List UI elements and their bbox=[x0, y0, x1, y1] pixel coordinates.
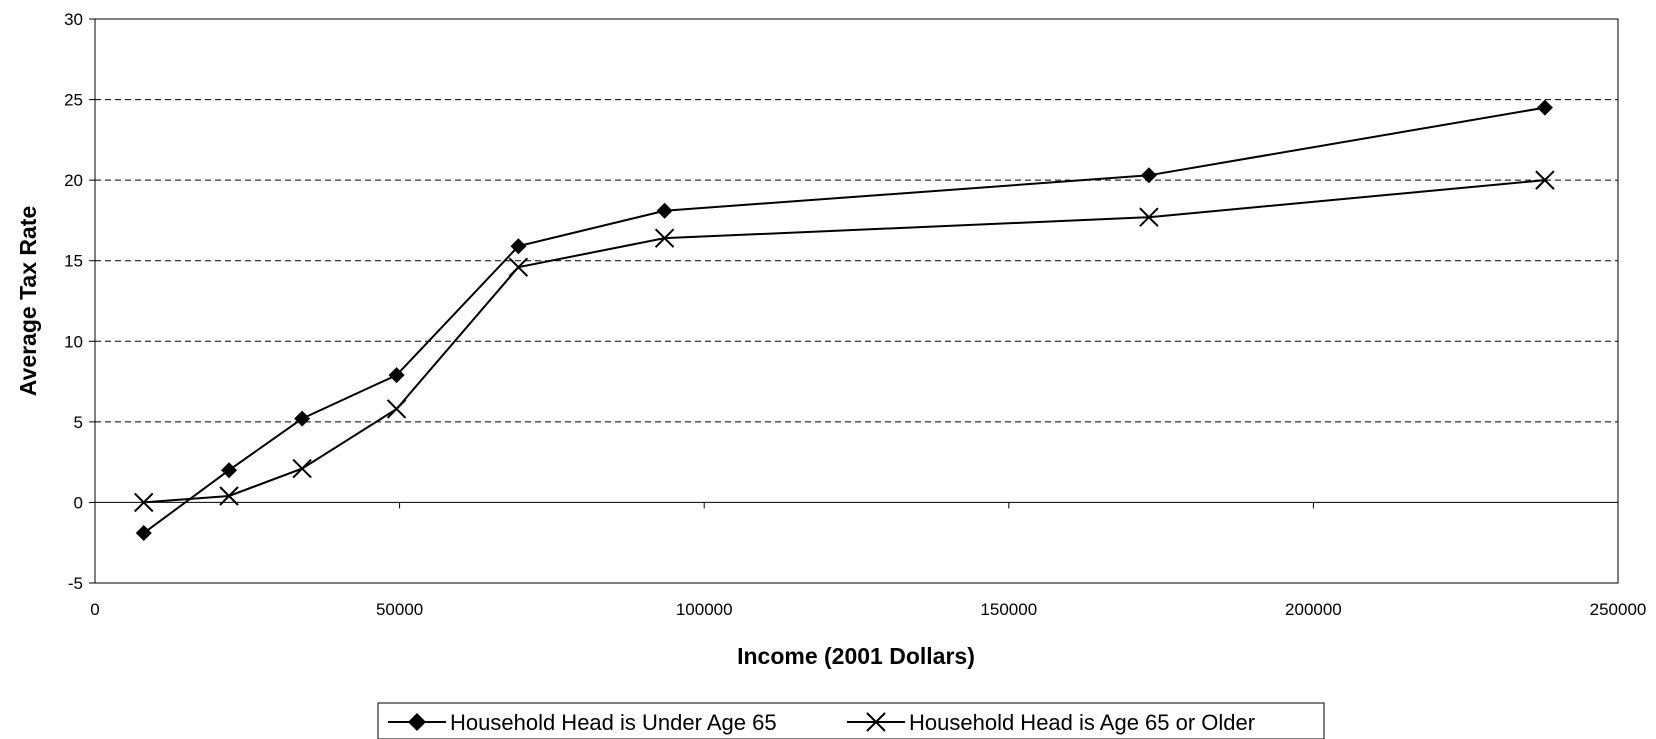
data-point-x bbox=[386, 399, 407, 419]
y-tick-label: 15 bbox=[64, 252, 83, 271]
legend-item-under-65: Household Head is Under Age 65 bbox=[388, 710, 777, 735]
x-tick-label: 0 bbox=[90, 600, 99, 619]
y-tick-label: 25 bbox=[64, 91, 83, 110]
x-axis-title: Income (2001 Dollars) bbox=[737, 643, 975, 669]
axes: -5 0 5 10 15 20 25 30 0 50000 100000 150000 200000 25… bbox=[64, 10, 1646, 619]
x-tick-label: 50000 bbox=[376, 600, 423, 619]
series-1 bbox=[135, 99, 1553, 542]
data-point-diamond bbox=[294, 410, 311, 427]
x-marker-icon bbox=[866, 712, 886, 732]
y-tick-label: 30 bbox=[64, 10, 83, 29]
legend-item-65-or-older: Household Head is Age 65 or Older bbox=[847, 710, 1255, 735]
y-tick-label: -5 bbox=[68, 574, 83, 593]
gridlines bbox=[95, 99, 1618, 423]
data-point-x bbox=[1535, 170, 1555, 190]
data-point-diamond bbox=[1536, 99, 1553, 116]
data-point-diamond bbox=[656, 202, 673, 219]
legend-label-under-65: Household Head is Under Age 65 bbox=[450, 710, 777, 735]
legend: Household Head is Under Age 65 Household… bbox=[377, 702, 1325, 739]
data-point-x bbox=[292, 458, 312, 479]
data-point-x bbox=[508, 257, 529, 277]
data-point-diamond bbox=[135, 525, 152, 542]
data-point-x bbox=[134, 492, 154, 513]
data-point-diamond bbox=[221, 462, 238, 479]
y-tick-label: 10 bbox=[64, 332, 83, 351]
x-tick-label: 200000 bbox=[1285, 600, 1342, 619]
data-point-diamond bbox=[388, 367, 405, 384]
x-tick-label: 250000 bbox=[1590, 600, 1647, 619]
data-point-x bbox=[219, 486, 239, 506]
data-point-diamond bbox=[510, 238, 527, 255]
x-tick-label: 150000 bbox=[980, 600, 1037, 619]
series-line bbox=[143, 179, 1545, 504]
y-axis-title: Average Tax Rate bbox=[15, 206, 41, 396]
data-point-x bbox=[654, 228, 675, 248]
series-2 bbox=[134, 170, 1555, 513]
y-tick-label: 5 bbox=[74, 413, 83, 432]
data-point-x bbox=[1139, 207, 1159, 227]
series-line bbox=[143, 106, 1546, 534]
legend-label-65-or-older: Household Head is Age 65 or Older bbox=[909, 710, 1255, 735]
plot-area-frame bbox=[94, 18, 1619, 584]
x-tick-label: 100000 bbox=[676, 600, 733, 619]
data-point-diamond bbox=[1140, 167, 1157, 184]
y-tick-label: 20 bbox=[64, 171, 83, 190]
y-tick-label: 0 bbox=[74, 493, 83, 512]
diamond-marker-icon bbox=[408, 713, 426, 731]
series-lines bbox=[134, 99, 1555, 542]
